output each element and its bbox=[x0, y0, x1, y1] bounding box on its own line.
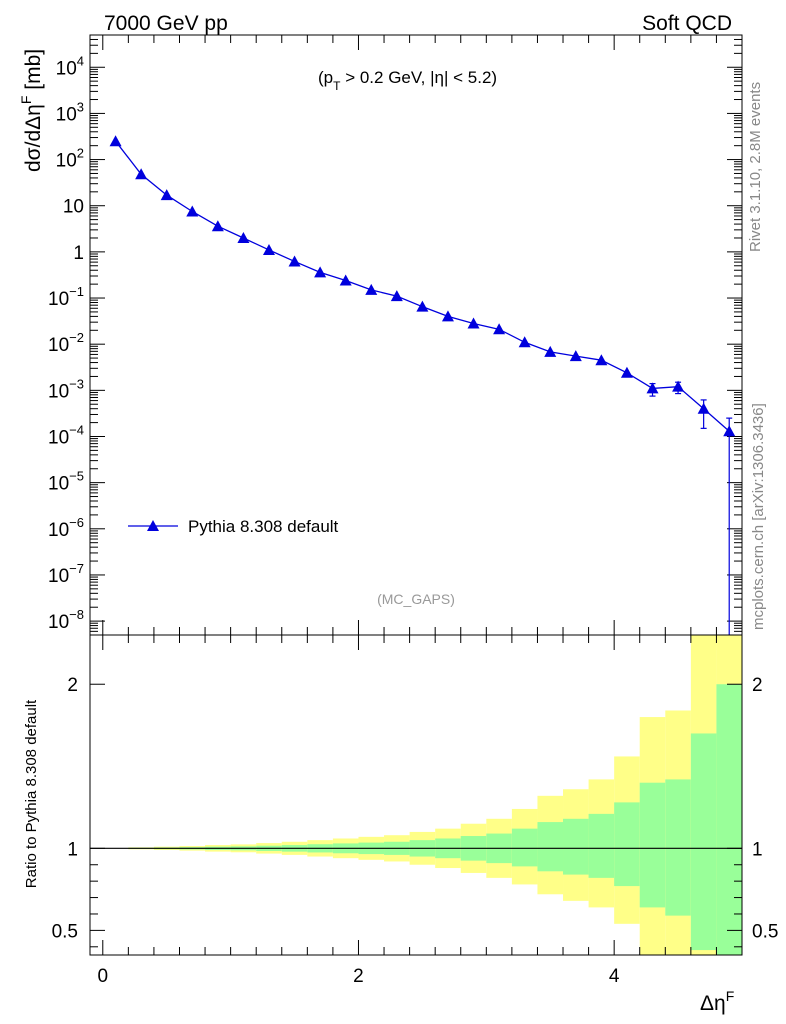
ratio-xlabel: ΔηF bbox=[700, 988, 734, 1015]
main-ytick-label: 10−3 bbox=[48, 376, 84, 402]
data-point bbox=[646, 382, 659, 394]
data-point bbox=[109, 135, 122, 147]
data-point bbox=[211, 220, 224, 232]
main-ytick-label: 10−8 bbox=[48, 607, 84, 633]
ratio-xtick-label: 2 bbox=[353, 966, 364, 987]
data-point bbox=[135, 168, 148, 180]
data-point bbox=[186, 205, 199, 217]
main-panel: 10410310210110−110−210−310−410−510−610−7… bbox=[18, 34, 743, 636]
main-ytick-label: 103 bbox=[56, 99, 84, 125]
ratio-xlabel-sup: F bbox=[726, 988, 735, 1004]
data-point bbox=[595, 354, 608, 366]
ratio-frame bbox=[89, 634, 743, 956]
data-point bbox=[314, 266, 327, 278]
cut-rest: > 0.2 GeV, |η| < 5.2) bbox=[340, 68, 497, 87]
uncertainty-band-inner bbox=[588, 813, 615, 878]
ratio-ytick-label-right: 2 bbox=[752, 675, 763, 696]
main-ytick-label: 10−1 bbox=[48, 284, 84, 310]
ratio-ylabel: Ratio to Pythia 8.308 default bbox=[23, 699, 40, 888]
ratio-ticks bbox=[90, 635, 743, 955]
data-point bbox=[390, 290, 403, 302]
data-point bbox=[441, 310, 454, 322]
ratio-ytick-label-right: 0.5 bbox=[752, 921, 778, 942]
data-point bbox=[416, 300, 429, 312]
data-point bbox=[569, 350, 582, 362]
cut-sub: T bbox=[333, 79, 341, 93]
main-ytick-label: 102 bbox=[56, 146, 84, 172]
uncertainty-band-inner bbox=[639, 782, 666, 908]
main-ytick-label: 10−6 bbox=[48, 515, 84, 541]
uncertainty-band-inner bbox=[537, 822, 564, 872]
cut-annotation: (pT > 0.2 GeV, |η| < 5.2) bbox=[318, 68, 497, 93]
main-ylabel-main: dσ/dΔη bbox=[22, 104, 45, 172]
main-ytick-labels: 10410310210110−110−210−310−410−510−610−7… bbox=[48, 53, 84, 633]
analysis-tag: (MC_GAPS) bbox=[377, 591, 455, 607]
uncertainty-band-inner bbox=[511, 828, 538, 867]
uncertainty-band-inner bbox=[563, 818, 589, 875]
main-ytick-label: 10−2 bbox=[48, 330, 84, 356]
data-point bbox=[365, 283, 378, 295]
data-point bbox=[620, 366, 633, 378]
main-ylabel-sup: F bbox=[18, 96, 34, 105]
legend: Pythia 8.308 default bbox=[128, 517, 339, 536]
data-point bbox=[518, 336, 531, 348]
uncertainty-band-inner bbox=[716, 684, 742, 955]
main-ytick-label: 10 bbox=[63, 197, 84, 218]
main-ytick-label: 10−5 bbox=[48, 469, 84, 495]
data-point bbox=[467, 317, 480, 329]
data-point bbox=[288, 255, 301, 267]
data-point bbox=[237, 231, 250, 243]
main-ytick-label: 1 bbox=[73, 243, 84, 264]
ratio-xtick-label: 0 bbox=[97, 966, 108, 987]
data-point bbox=[339, 274, 352, 286]
mcplots-label: mcplots.cern.ch [arXiv:1306.3436] bbox=[750, 403, 767, 630]
legend-marker bbox=[147, 520, 159, 531]
data-point bbox=[697, 402, 710, 414]
uncertainty-band-inner bbox=[690, 733, 717, 951]
main-ticks bbox=[90, 34, 743, 636]
main-ytick-label: 10−4 bbox=[48, 422, 84, 448]
ratio-ytick-label: 1 bbox=[67, 839, 78, 860]
series-line bbox=[115, 140, 730, 432]
main-ytick-label: 10−7 bbox=[48, 561, 84, 587]
data-point bbox=[672, 380, 685, 392]
ratio-xtick-label: 4 bbox=[609, 966, 620, 987]
data-point bbox=[160, 189, 173, 201]
cut-label: (p bbox=[318, 68, 333, 87]
ratio-panel: 0.5 0.5 1 1 2 2 0 2 4 Ratio to Pythia 8.308 defa… bbox=[23, 634, 779, 1015]
ratio-ytick-label: 2 bbox=[67, 675, 78, 696]
process-label: Soft QCD bbox=[642, 12, 732, 35]
uncertainty-band-inner bbox=[614, 802, 640, 887]
main-ytick-label: 104 bbox=[56, 53, 84, 79]
main-frame bbox=[89, 34, 743, 636]
ratio-bands bbox=[128, 635, 742, 955]
data-point bbox=[262, 243, 275, 255]
data-point bbox=[723, 425, 736, 437]
data-point bbox=[493, 323, 506, 335]
main-ylabel-unit: [mb] bbox=[22, 49, 45, 96]
legend-series-label: Pythia 8.308 default bbox=[188, 517, 339, 536]
data-point bbox=[544, 345, 557, 357]
uncertainty-band-inner bbox=[665, 779, 691, 916]
rivet-version-label: Rivet 3.1.10, 2.8M events bbox=[747, 82, 764, 252]
ratio-xlabel-main: Δη bbox=[700, 992, 726, 1015]
ratio-ytick-label: 0.5 bbox=[52, 921, 78, 942]
ratio-ytick-label-right: 1 bbox=[752, 839, 763, 860]
ratio-tick-labels: 0.5 0.5 1 1 2 2 0 2 4 bbox=[52, 675, 779, 987]
main-ylabel: dσ/dΔηF [mb] bbox=[18, 49, 45, 172]
energy-label: 7000 GeV pp bbox=[104, 12, 228, 35]
main-series bbox=[109, 135, 736, 635]
